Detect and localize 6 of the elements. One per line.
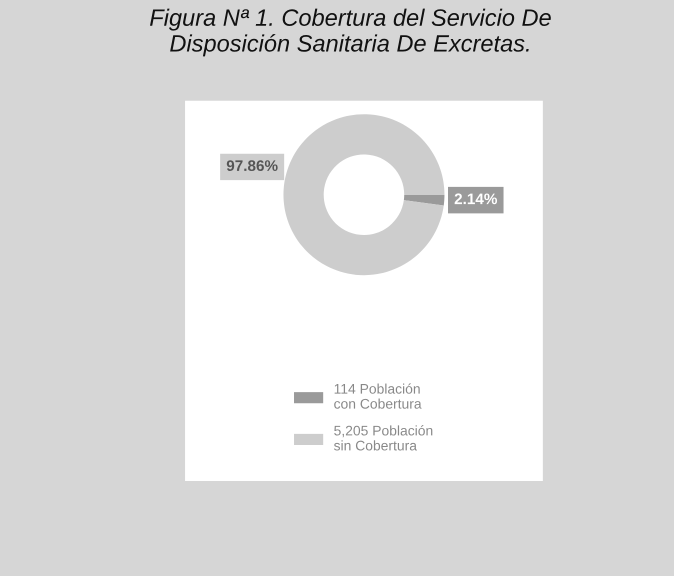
data-label: 2.14% [454,193,498,204]
legend-label: 5,205 Población sin Cobertura [334,425,432,451]
chart-title: Figura Nª 1. Cobertura del Servicio De Disposición Sanitaria De Excretas. [150,8,551,56]
legend-label: 114 Población con Cobertura [334,383,422,409]
data-label: 97.86% [226,160,278,172]
donut-slice [404,194,444,206]
